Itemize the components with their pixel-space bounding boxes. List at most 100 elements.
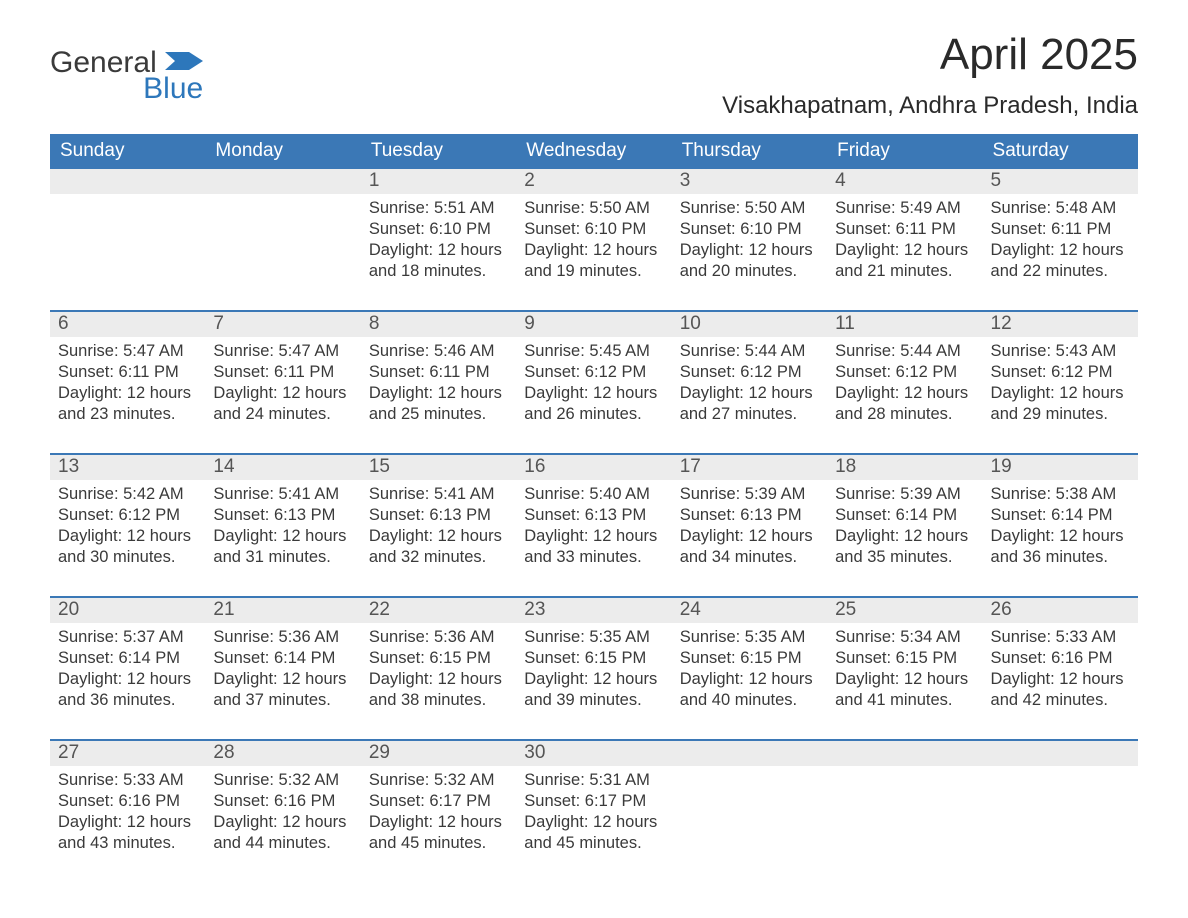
date-number: 24 bbox=[672, 598, 827, 623]
day-cell: 21Sunrise: 5:36 AMSunset: 6:14 PMDayligh… bbox=[205, 598, 360, 725]
day-cell: 30Sunrise: 5:31 AMSunset: 6:17 PMDayligh… bbox=[516, 741, 671, 868]
day-details: Sunrise: 5:39 AMSunset: 6:13 PMDaylight:… bbox=[672, 480, 827, 582]
day-cell: 6Sunrise: 5:47 AMSunset: 6:11 PMDaylight… bbox=[50, 312, 205, 439]
weeks-container: 1Sunrise: 5:51 AMSunset: 6:10 PMDaylight… bbox=[50, 169, 1138, 868]
date-number bbox=[827, 741, 982, 766]
day-cell: 10Sunrise: 5:44 AMSunset: 6:12 PMDayligh… bbox=[672, 312, 827, 439]
day-cell: 19Sunrise: 5:38 AMSunset: 6:14 PMDayligh… bbox=[983, 455, 1138, 582]
day-details: Sunrise: 5:49 AMSunset: 6:11 PMDaylight:… bbox=[827, 194, 982, 296]
day-details: Sunrise: 5:47 AMSunset: 6:11 PMDaylight:… bbox=[205, 337, 360, 439]
day-details: Sunrise: 5:50 AMSunset: 6:10 PMDaylight:… bbox=[672, 194, 827, 296]
day-cell: 29Sunrise: 5:32 AMSunset: 6:17 PMDayligh… bbox=[361, 741, 516, 868]
date-number: 11 bbox=[827, 312, 982, 337]
week-row: 1Sunrise: 5:51 AMSunset: 6:10 PMDaylight… bbox=[50, 169, 1138, 296]
day-details: Sunrise: 5:31 AMSunset: 6:17 PMDaylight:… bbox=[516, 766, 671, 868]
date-number: 15 bbox=[361, 455, 516, 480]
date-number: 2 bbox=[516, 169, 671, 194]
date-number bbox=[50, 169, 205, 194]
week-row: 13Sunrise: 5:42 AMSunset: 6:12 PMDayligh… bbox=[50, 453, 1138, 582]
date-number bbox=[672, 741, 827, 766]
day-cell bbox=[827, 741, 982, 868]
day-details: Sunrise: 5:33 AMSunset: 6:16 PMDaylight:… bbox=[983, 623, 1138, 725]
date-number: 30 bbox=[516, 741, 671, 766]
day-cell: 18Sunrise: 5:39 AMSunset: 6:14 PMDayligh… bbox=[827, 455, 982, 582]
date-number: 28 bbox=[205, 741, 360, 766]
day-cell: 13Sunrise: 5:42 AMSunset: 6:12 PMDayligh… bbox=[50, 455, 205, 582]
date-number: 12 bbox=[983, 312, 1138, 337]
day-header-cell: Monday bbox=[205, 134, 360, 169]
day-cell bbox=[672, 741, 827, 868]
day-details: Sunrise: 5:32 AMSunset: 6:17 PMDaylight:… bbox=[361, 766, 516, 868]
date-number: 1 bbox=[361, 169, 516, 194]
day-details: Sunrise: 5:47 AMSunset: 6:11 PMDaylight:… bbox=[50, 337, 205, 439]
date-number: 7 bbox=[205, 312, 360, 337]
calendar: Sunday Monday Tuesday Wednesday Thursday… bbox=[50, 134, 1138, 868]
day-header-cell: Thursday bbox=[672, 134, 827, 169]
date-number: 19 bbox=[983, 455, 1138, 480]
day-cell: 23Sunrise: 5:35 AMSunset: 6:15 PMDayligh… bbox=[516, 598, 671, 725]
date-number: 27 bbox=[50, 741, 205, 766]
day-details bbox=[50, 194, 205, 296]
day-details: Sunrise: 5:36 AMSunset: 6:14 PMDaylight:… bbox=[205, 623, 360, 725]
day-details: Sunrise: 5:43 AMSunset: 6:12 PMDaylight:… bbox=[983, 337, 1138, 439]
date-number: 3 bbox=[672, 169, 827, 194]
day-cell: 12Sunrise: 5:43 AMSunset: 6:12 PMDayligh… bbox=[983, 312, 1138, 439]
day-details: Sunrise: 5:50 AMSunset: 6:10 PMDaylight:… bbox=[516, 194, 671, 296]
day-details: Sunrise: 5:51 AMSunset: 6:10 PMDaylight:… bbox=[361, 194, 516, 296]
day-cell: 3Sunrise: 5:50 AMSunset: 6:10 PMDaylight… bbox=[672, 169, 827, 296]
date-number: 17 bbox=[672, 455, 827, 480]
day-details: Sunrise: 5:35 AMSunset: 6:15 PMDaylight:… bbox=[672, 623, 827, 725]
day-cell: 4Sunrise: 5:49 AMSunset: 6:11 PMDaylight… bbox=[827, 169, 982, 296]
logo: General Blue bbox=[50, 30, 203, 104]
logo-general-text: General bbox=[50, 46, 157, 79]
day-details: Sunrise: 5:32 AMSunset: 6:16 PMDaylight:… bbox=[205, 766, 360, 868]
day-details: Sunrise: 5:48 AMSunset: 6:11 PMDaylight:… bbox=[983, 194, 1138, 296]
page-title: April 2025 bbox=[722, 30, 1138, 80]
date-number: 13 bbox=[50, 455, 205, 480]
day-cell: 16Sunrise: 5:40 AMSunset: 6:13 PMDayligh… bbox=[516, 455, 671, 582]
day-cell: 20Sunrise: 5:37 AMSunset: 6:14 PMDayligh… bbox=[50, 598, 205, 725]
day-cell: 5Sunrise: 5:48 AMSunset: 6:11 PMDaylight… bbox=[983, 169, 1138, 296]
page-header: General Blue April 2025 Visakhapatnam, A… bbox=[50, 30, 1138, 120]
date-number: 23 bbox=[516, 598, 671, 623]
day-cell: 17Sunrise: 5:39 AMSunset: 6:13 PMDayligh… bbox=[672, 455, 827, 582]
day-details bbox=[672, 766, 827, 868]
day-details: Sunrise: 5:40 AMSunset: 6:13 PMDaylight:… bbox=[516, 480, 671, 582]
day-details: Sunrise: 5:37 AMSunset: 6:14 PMDaylight:… bbox=[50, 623, 205, 725]
day-header-row: Sunday Monday Tuesday Wednesday Thursday… bbox=[50, 134, 1138, 169]
day-header-cell: Sunday bbox=[50, 134, 205, 169]
day-cell bbox=[983, 741, 1138, 868]
day-cell: 22Sunrise: 5:36 AMSunset: 6:15 PMDayligh… bbox=[361, 598, 516, 725]
day-cell: 11Sunrise: 5:44 AMSunset: 6:12 PMDayligh… bbox=[827, 312, 982, 439]
date-number: 26 bbox=[983, 598, 1138, 623]
date-number: 14 bbox=[205, 455, 360, 480]
day-details: Sunrise: 5:35 AMSunset: 6:15 PMDaylight:… bbox=[516, 623, 671, 725]
date-number: 10 bbox=[672, 312, 827, 337]
week-row: 6Sunrise: 5:47 AMSunset: 6:11 PMDaylight… bbox=[50, 310, 1138, 439]
day-header-cell: Tuesday bbox=[361, 134, 516, 169]
date-number: 5 bbox=[983, 169, 1138, 194]
week-row: 20Sunrise: 5:37 AMSunset: 6:14 PMDayligh… bbox=[50, 596, 1138, 725]
week-row: 27Sunrise: 5:33 AMSunset: 6:16 PMDayligh… bbox=[50, 739, 1138, 868]
date-number: 4 bbox=[827, 169, 982, 194]
date-number bbox=[983, 741, 1138, 766]
day-details: Sunrise: 5:41 AMSunset: 6:13 PMDaylight:… bbox=[361, 480, 516, 582]
day-cell: 8Sunrise: 5:46 AMSunset: 6:11 PMDaylight… bbox=[361, 312, 516, 439]
day-cell: 15Sunrise: 5:41 AMSunset: 6:13 PMDayligh… bbox=[361, 455, 516, 582]
day-header-cell: Wednesday bbox=[516, 134, 671, 169]
title-block: April 2025 Visakhapatnam, Andhra Pradesh… bbox=[722, 30, 1138, 120]
date-number: 20 bbox=[50, 598, 205, 623]
day-details: Sunrise: 5:45 AMSunset: 6:12 PMDaylight:… bbox=[516, 337, 671, 439]
day-header-cell: Friday bbox=[827, 134, 982, 169]
day-details: Sunrise: 5:41 AMSunset: 6:13 PMDaylight:… bbox=[205, 480, 360, 582]
date-number: 29 bbox=[361, 741, 516, 766]
day-cell: 24Sunrise: 5:35 AMSunset: 6:15 PMDayligh… bbox=[672, 598, 827, 725]
date-number: 18 bbox=[827, 455, 982, 480]
day-details: Sunrise: 5:33 AMSunset: 6:16 PMDaylight:… bbox=[50, 766, 205, 868]
day-details bbox=[983, 766, 1138, 868]
day-details: Sunrise: 5:44 AMSunset: 6:12 PMDaylight:… bbox=[672, 337, 827, 439]
day-details: Sunrise: 5:36 AMSunset: 6:15 PMDaylight:… bbox=[361, 623, 516, 725]
day-cell: 2Sunrise: 5:50 AMSunset: 6:10 PMDaylight… bbox=[516, 169, 671, 296]
day-header-cell: Saturday bbox=[983, 134, 1138, 169]
date-number: 9 bbox=[516, 312, 671, 337]
